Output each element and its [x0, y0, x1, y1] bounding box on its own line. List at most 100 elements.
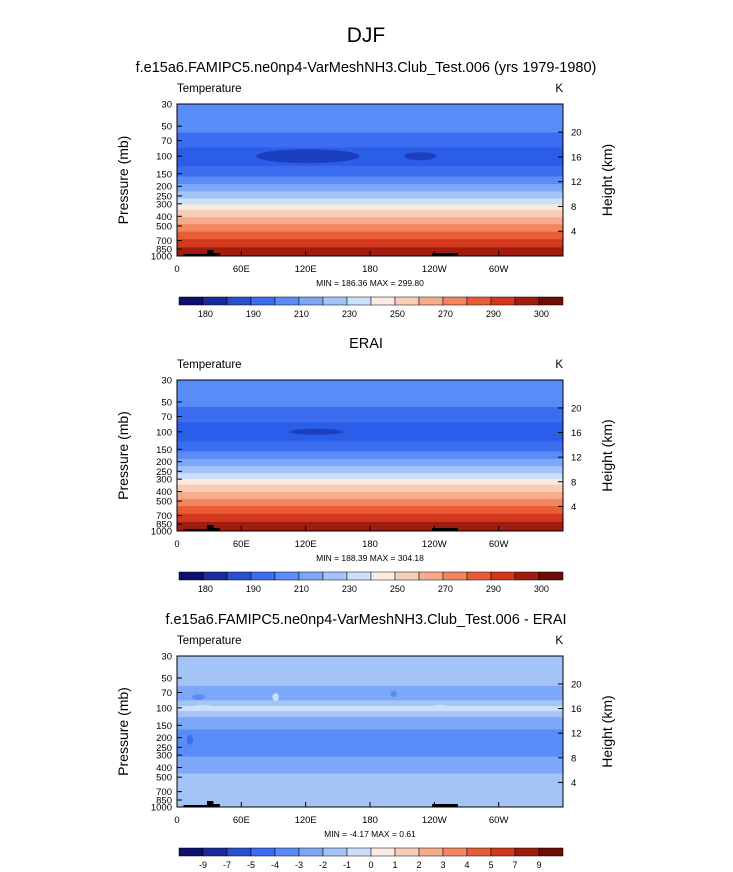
- colorbar-tick-label: -1: [343, 860, 351, 870]
- contour-feature: [186, 734, 194, 745]
- y-tick-label: 300: [156, 199, 172, 210]
- colorbar-swatch: [418, 296, 444, 306]
- colorbar-tick-label: 1: [392, 860, 397, 870]
- y2-tick-label: 16: [571, 704, 582, 715]
- contour-band: [177, 380, 563, 408]
- topography-mask: [432, 528, 458, 531]
- colorbar-tick-label: 290: [486, 584, 501, 594]
- x-tick-label: 60W: [489, 264, 509, 275]
- y-tick-label: 1000: [151, 527, 172, 538]
- colorbar-swatch: [250, 847, 276, 857]
- panels: f.e15a6.FAMIPC5.ne0np4-VarMeshNH3.Club_T…: [115, 60, 615, 870]
- topography-mask: [213, 528, 220, 531]
- colorbar-swatch: [226, 571, 252, 581]
- colorbar: -9 -7 -5 -4 -3 -2 -1 0 1 2 3 4 5 7 9: [178, 847, 564, 870]
- contour-feature: [430, 704, 450, 711]
- colorbar-swatch: [394, 847, 420, 857]
- colorbar-swatch: [466, 847, 492, 857]
- colorbar-swatch: [490, 571, 516, 581]
- colorbar-swatch: [202, 847, 228, 857]
- contour-fill: [177, 380, 563, 532]
- x-tick-label: 60W: [489, 815, 509, 826]
- topography-mask: [207, 525, 214, 531]
- colorbar-tick-label: 190: [246, 584, 261, 594]
- colorbar-swatch: [274, 847, 300, 857]
- colorbar-swatch: [226, 296, 252, 306]
- contour-band: [177, 191, 563, 199]
- colorbar-swatch: [442, 847, 468, 857]
- y2-tick-label: 12: [571, 453, 582, 464]
- contour-band: [177, 422, 563, 442]
- x-tick-label: 60E: [233, 539, 250, 550]
- contour-band: [177, 104, 563, 134]
- y-tick-label: 200: [156, 457, 172, 468]
- colorbar-tick-label: -9: [199, 860, 207, 870]
- topography-mask: [207, 250, 214, 256]
- y-axis-title: Pressure (mb): [115, 687, 131, 776]
- colorbar-swatch: [346, 571, 372, 581]
- contour-band: [177, 466, 563, 474]
- y2-tick-label: 4: [571, 227, 576, 238]
- colorbar-swatch: [442, 571, 468, 581]
- contour-band: [177, 406, 563, 423]
- variable-label: Temperature: [177, 359, 242, 371]
- contour-band: [177, 756, 563, 775]
- y-tick-label: 300: [156, 751, 172, 762]
- colorbar-swatch: [298, 571, 324, 581]
- y-tick-label: 100: [156, 427, 172, 438]
- y-tick-label: 700: [156, 787, 172, 798]
- y-tick-label: 1000: [151, 803, 172, 814]
- contour-band: [177, 451, 563, 460]
- topography-mask: [183, 529, 208, 531]
- colorbar-swatch: [370, 296, 396, 306]
- colorbar-swatch: [490, 847, 516, 857]
- y2-tick-label: 8: [571, 202, 576, 213]
- y-tick-label: 400: [156, 487, 172, 498]
- y2-tick-label: 20: [571, 128, 582, 139]
- y-tick-label: 500: [156, 497, 172, 508]
- y-tick-label: 700: [156, 511, 172, 522]
- colorbar-tick-label: -2: [319, 860, 327, 870]
- colorbar-swatch: [490, 296, 516, 306]
- contour-band: [177, 706, 563, 712]
- y2-tick-label: 8: [571, 753, 576, 764]
- colorbar-tick-label: -4: [271, 860, 279, 870]
- y-tick-label: 70: [161, 136, 172, 147]
- colorbar-tick-label: 250: [390, 584, 405, 594]
- colorbar-swatch: [298, 296, 324, 306]
- y2-tick-label: 12: [571, 177, 582, 188]
- colorbar-tick-label: 7: [512, 860, 517, 870]
- topography-mask: [432, 253, 458, 256]
- contour-band: [177, 209, 563, 218]
- contour-band: [177, 685, 563, 701]
- colorbar-tick-label: 250: [390, 309, 405, 319]
- colorbar-swatch: [298, 847, 324, 857]
- x-tick-label: 180: [362, 815, 378, 826]
- colorbar-swatch: [466, 571, 492, 581]
- units-label: K: [555, 83, 563, 95]
- y-tick-label: 150: [156, 445, 172, 456]
- colorbar-swatch: [466, 296, 492, 306]
- topography-mask: [432, 804, 458, 807]
- x-tick-label: 120E: [295, 264, 317, 275]
- contour-band: [177, 773, 563, 789]
- colorbar-tick-label: 180: [198, 584, 213, 594]
- colorbar-swatch: [394, 571, 420, 581]
- x-tick-label: 120W: [422, 264, 447, 275]
- contour-band: [177, 184, 563, 192]
- colorbar-swatch: [394, 296, 420, 306]
- y-tick-label: 150: [156, 169, 172, 180]
- contour-band: [177, 656, 563, 687]
- panel-1: f.e15a6.FAMIPC5.ne0np4-VarMeshNH3.Club_T…: [115, 60, 615, 319]
- y2-tick-label: 16: [571, 428, 582, 439]
- y-tick-label: 300: [156, 475, 172, 486]
- colorbar-tick-label: 0: [368, 860, 373, 870]
- topography-mask: [207, 801, 214, 807]
- y-tick-label: 700: [156, 236, 172, 247]
- colorbar-swatch: [370, 571, 396, 581]
- colorbar-tick-label: 4: [464, 860, 469, 870]
- colorbar-swatch: [274, 296, 300, 306]
- colorbar-swatch: [274, 571, 300, 581]
- topography-mask: [183, 254, 208, 256]
- contour-band: [177, 165, 563, 178]
